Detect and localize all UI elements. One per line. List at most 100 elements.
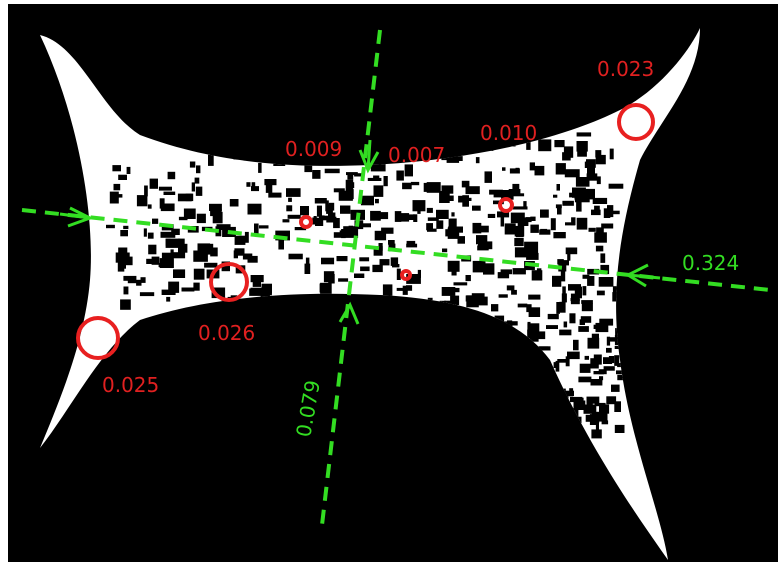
pore: [600, 253, 605, 263]
pore: [610, 149, 614, 160]
pore: [120, 230, 128, 236]
pore: [571, 294, 576, 303]
pore: [597, 291, 605, 296]
pore: [106, 225, 115, 228]
pore: [286, 205, 292, 211]
pore: [468, 198, 471, 201]
pore: [577, 146, 587, 157]
label: 0.009: [285, 137, 342, 161]
pore: [375, 199, 379, 203]
pore: [137, 195, 148, 206]
pore: [317, 206, 322, 217]
pore: [585, 356, 589, 360]
pore: [609, 184, 624, 189]
pore: [526, 304, 531, 312]
pore: [450, 196, 454, 202]
pore: [243, 254, 252, 260]
pore: [324, 271, 334, 282]
pore: [607, 205, 613, 217]
pore: [583, 286, 587, 295]
pore: [566, 248, 578, 255]
pore: [148, 204, 152, 208]
pore: [246, 182, 250, 187]
pore: [591, 210, 601, 216]
pore: [499, 294, 508, 297]
pore: [259, 225, 269, 228]
pore: [266, 185, 273, 193]
pore: [354, 274, 364, 279]
pore: [556, 302, 560, 314]
pore: [196, 187, 203, 196]
pore: [580, 364, 591, 373]
pore: [178, 194, 192, 202]
pore: [166, 239, 171, 246]
pore: [168, 282, 179, 293]
pore: [136, 281, 141, 286]
pore: [127, 167, 131, 174]
pore: [411, 182, 419, 185]
pore: [396, 171, 404, 181]
pore: [383, 284, 393, 296]
pore: [288, 215, 301, 219]
pore: [388, 240, 395, 245]
pore: [548, 314, 559, 319]
pore: [361, 196, 374, 206]
pore: [118, 175, 127, 180]
pore: [347, 175, 353, 180]
annotated-image: 0.023 0.010 0.009 0.007 0.026 0.025 0.32…: [0, 0, 782, 569]
pore: [340, 230, 344, 233]
pore: [580, 319, 585, 325]
pore: [209, 204, 222, 211]
pore: [178, 244, 187, 253]
pore: [148, 233, 154, 239]
pore: [528, 295, 540, 300]
pore: [587, 166, 595, 177]
pore: [582, 303, 593, 311]
pore: [606, 348, 612, 353]
pore: [402, 183, 412, 190]
pore: [524, 242, 538, 254]
pore: [173, 269, 185, 278]
pore: [511, 213, 525, 224]
pore: [286, 188, 301, 197]
pore: [565, 222, 575, 225]
pore: [152, 219, 158, 224]
pore: [235, 236, 246, 245]
pore: [577, 218, 588, 230]
pore: [384, 176, 388, 186]
pore: [477, 245, 489, 250]
label: 0.324: [682, 251, 739, 275]
pore: [595, 412, 608, 422]
pore: [502, 167, 506, 171]
pore: [210, 248, 218, 257]
pore: [554, 362, 559, 368]
pore: [588, 338, 600, 349]
pore: [562, 201, 574, 206]
pore: [596, 423, 599, 432]
pore: [516, 168, 520, 173]
pore: [533, 331, 546, 339]
pore: [526, 217, 532, 222]
pore: [589, 228, 596, 232]
pore: [428, 217, 439, 221]
pore: [251, 288, 262, 292]
pore: [594, 232, 607, 242]
pore: [230, 199, 239, 207]
pore: [245, 232, 249, 243]
pore: [454, 282, 468, 285]
pore: [164, 192, 176, 195]
pore: [373, 176, 379, 180]
pore: [278, 239, 284, 250]
pore: [208, 155, 214, 166]
pore: [450, 296, 459, 305]
pore: [466, 275, 471, 281]
pore: [516, 227, 524, 237]
pore: [204, 263, 217, 268]
pore: [252, 182, 256, 187]
pore: [586, 415, 594, 422]
pore: [488, 214, 495, 218]
pore: [458, 236, 466, 244]
pore: [184, 209, 196, 220]
pore: [171, 249, 174, 258]
pore: [559, 330, 571, 336]
